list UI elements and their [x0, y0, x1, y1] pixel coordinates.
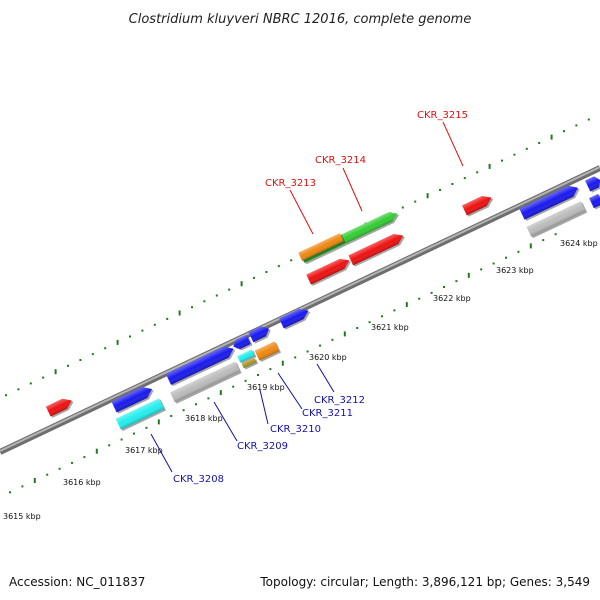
gene-ckr-3210-cyan[interactable] — [237, 349, 257, 364]
gene-ckr-3212-neighbor[interactable] — [279, 305, 313, 330]
gene-ckr-3211-orange[interactable] — [254, 341, 282, 363]
gene-label-ckr-3213[interactable]: CKR_3213 — [265, 178, 316, 189]
gene-right-blue-1[interactable] — [519, 182, 582, 222]
gene-label-ckr-3209[interactable]: CKR_3209 — [237, 441, 288, 452]
gene-right-gray[interactable] — [526, 201, 588, 239]
gene-label-ckr-3208[interactable]: CKR_3208 — [173, 474, 224, 485]
gene-ckr-3213-red[interactable] — [306, 255, 353, 286]
gene-label-ckr-3212[interactable]: CKR_3212 — [314, 395, 365, 406]
gene-ckr-3208-blue[interactable] — [111, 383, 156, 414]
leader-line — [289, 189, 314, 235]
gene-label-ckr-3210[interactable]: CKR_3210 — [270, 424, 321, 435]
gene-label-ckr-3211[interactable]: CKR_3211 — [302, 408, 353, 419]
gene-ckr-3212[interactable] — [248, 323, 274, 344]
gene-ckr-3208-cyan[interactable] — [115, 398, 167, 432]
tick-rows — [5, 118, 590, 494]
gene-label-ckr-3214[interactable]: CKR_3214 — [315, 155, 366, 166]
gene-label-ckr-3215[interactable]: CKR_3215 — [417, 110, 468, 121]
kbp-label: 3622 kbp — [433, 294, 471, 303]
gene-ckr-3209-gray[interactable] — [170, 361, 242, 404]
kbp-label: 3618 kbp — [185, 414, 223, 423]
leader-line — [150, 433, 173, 473]
gene-left-red[interactable] — [45, 395, 76, 418]
kbp-label: 3615 kbp — [3, 512, 41, 521]
gene-ckr-3214-green[interactable] — [300, 209, 401, 265]
kbp-label: 3621 kbp — [371, 323, 409, 332]
label-leader-lines — [150, 121, 464, 473]
kbp-labels: 3615 kbp 3616 kbp 3617 kbp 3618 kbp 3619… — [3, 239, 598, 521]
kbp-label: 3617 kbp — [125, 446, 163, 455]
leader-line — [277, 372, 303, 410]
gene-ckr-3213-orange[interactable] — [298, 233, 346, 263]
kbp-label: 3620 kbp — [309, 353, 347, 362]
accession-text: Accession: NC_011837 — [9, 575, 145, 589]
leader-line — [259, 389, 269, 425]
gene-ckr-3214-red[interactable] — [348, 230, 407, 267]
gene-labels: CKR_3213 CKR_3214 CKR_3215 CKR_3208 CKR_… — [173, 110, 468, 485]
kbp-label: 3623 kbp — [496, 266, 534, 275]
gene-right-blue-3[interactable] — [589, 193, 600, 210]
genome-summary-text: Topology: circular; Length: 3,896,121 bp… — [259, 575, 590, 589]
leader-line — [316, 363, 335, 393]
leader-line — [342, 167, 363, 212]
gene-ckr-3211[interactable] — [231, 334, 253, 353]
leader-line — [442, 121, 464, 167]
gene-right-blue-2[interactable] — [585, 174, 600, 193]
kbp-label: 3619 kbp — [247, 383, 285, 392]
kbp-label: 3624 kbp — [560, 239, 598, 248]
leader-line — [213, 401, 238, 442]
gene-ckr-3210-olive[interactable] — [241, 357, 259, 370]
gene-ckr-3215[interactable] — [462, 192, 496, 217]
diagram-title: Clostridium kluyveri NBRC 12016, complet… — [129, 12, 472, 27]
gene-features — [45, 174, 600, 432]
gene-ckr-3209-blue[interactable] — [165, 343, 238, 387]
kbp-label: 3616 kbp — [63, 478, 101, 487]
